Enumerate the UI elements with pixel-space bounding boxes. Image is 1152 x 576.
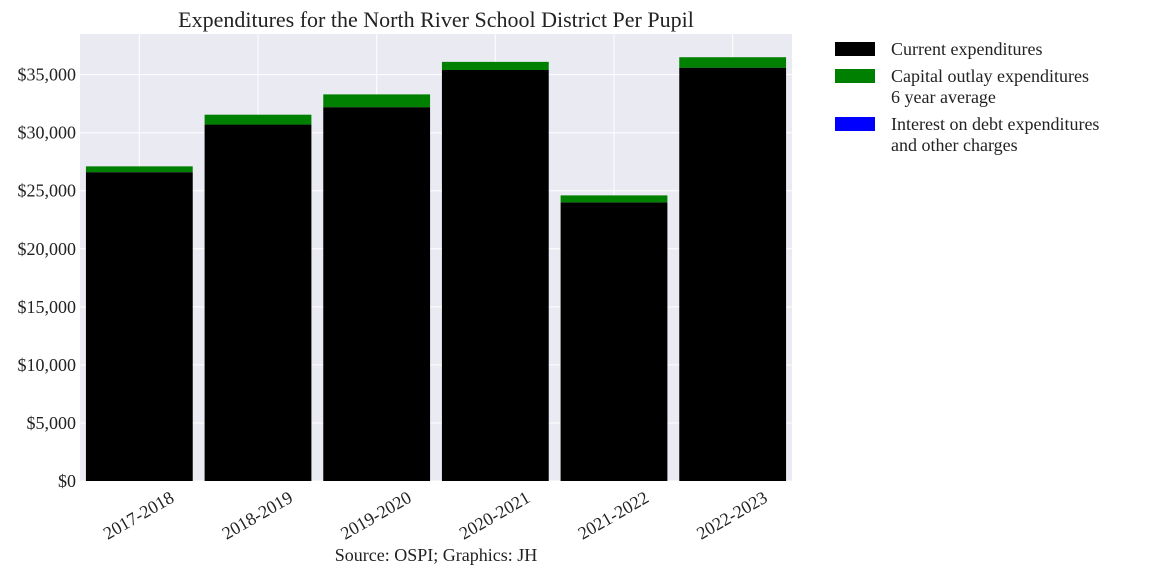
legend-label-2: Interest on debt expenditures and other c…	[891, 114, 1099, 155]
legend-label-line: and other charges	[891, 135, 1018, 155]
legend-swatch-1	[835, 69, 875, 83]
y-axis-ticks: $0 $5,000 $10,000 $15,000 $20,000 $25,000 $30,…	[18, 65, 77, 491]
legend-label-line: Current expenditures	[891, 39, 1042, 59]
x-tick-label: 2019-2020	[337, 487, 415, 543]
y-tick-label: $15,000	[18, 297, 77, 317]
bar-segment-series-1-2019-2020	[323, 94, 431, 108]
bar-segment-series-0-2021-2022	[560, 202, 668, 481]
bar-segment-series-0-2019-2020	[323, 107, 431, 482]
y-tick-label: $30,000	[18, 123, 77, 143]
bar-segment-series-0-2018-2019	[204, 124, 312, 481]
x-tick-label: 2022-2023	[693, 487, 771, 543]
y-tick-label: $0	[58, 471, 76, 491]
bar-segment-series-1-2021-2022	[560, 195, 668, 203]
legend-label-line: 6 year average	[891, 87, 996, 107]
x-tick-label: 2018-2019	[218, 487, 296, 543]
y-tick-label: $10,000	[18, 355, 77, 375]
legend-swatch-2	[835, 117, 875, 131]
legend-label-line: Capital outlay expenditures	[891, 66, 1089, 86]
source-caption: Source: OSPI; Graphics: JH	[335, 545, 537, 565]
bars	[85, 57, 787, 482]
bar-segment-series-1-2018-2019	[204, 114, 312, 125]
legend-label-1: Capital outlay expenditures 6 year averag…	[891, 66, 1089, 107]
plot-background	[80, 34, 792, 481]
x-tick-label: 2017-2018	[100, 487, 178, 543]
y-tick-label: $5,000	[27, 413, 77, 433]
bar-segment-series-1-2020-2021	[441, 61, 549, 70]
x-tick-label: 2020-2021	[456, 487, 534, 543]
legend-swatch-0	[835, 42, 875, 56]
y-tick-label: $25,000	[18, 181, 77, 201]
y-tick-label: $20,000	[18, 239, 77, 259]
legend: Current expenditures Capital outlay expen…	[835, 39, 1099, 155]
bar-segment-series-1-2022-2023	[679, 57, 787, 68]
bar-segment-series-0-2020-2021	[441, 69, 549, 481]
legend-label-0: Current expenditures	[891, 39, 1042, 59]
legend-label-line: Interest on debt expenditures	[891, 114, 1099, 134]
bar-segment-series-0-2017-2018	[85, 172, 193, 481]
x-tick-label: 2021-2022	[574, 487, 652, 543]
bar-segment-series-0-2022-2023	[679, 67, 787, 481]
bar-segment-series-1-2017-2018	[85, 166, 193, 173]
chart-title: Expenditures for the North River School …	[178, 7, 694, 32]
y-tick-label: $35,000	[18, 65, 77, 85]
x-axis-ticks: 2017-2018 2018-2019 2019-2020 2020-2021 2021…	[100, 487, 771, 543]
